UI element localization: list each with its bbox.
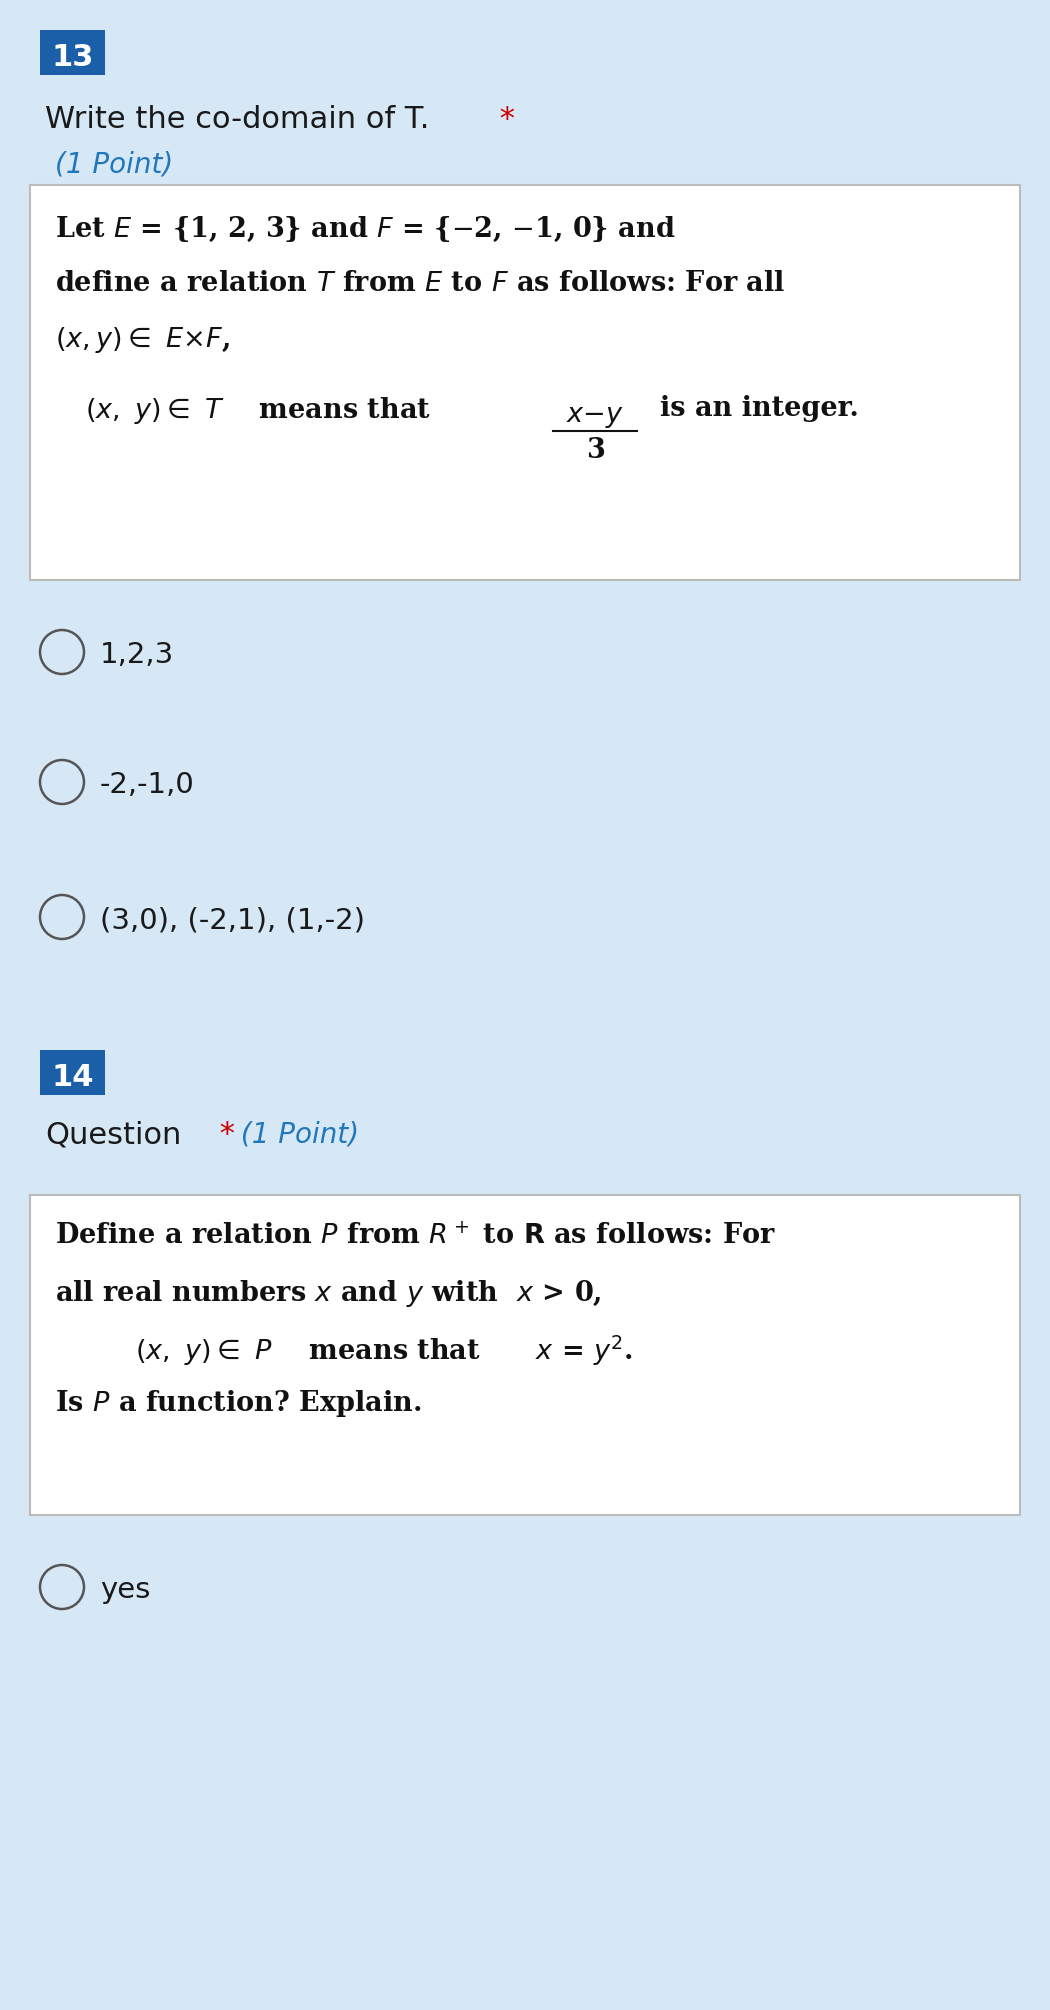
Text: 1,2,3: 1,2,3 (100, 641, 174, 669)
Text: (1 Point): (1 Point) (232, 1120, 359, 1148)
Text: $(\mathit{x}, \mathit{y})$$\in$ $\mathit{E}$$\times$$\mathit{F}$,: $(\mathit{x}, \mathit{y})$$\in$ $\mathit… (55, 326, 230, 356)
Bar (40, 30, 105, 74)
Text: $(\mathit{x},\ \mathit{y})$$\in$ $\mathit{P}$    means that      $\mathit{x}$ = : $(\mathit{x},\ \mathit{y})$$\in$ $\mathi… (135, 1333, 633, 1367)
Text: Define a relation $\mathit{P}$ from $\mathit{R}^+$ to $\mathbf{R}$ as follows: F: Define a relation $\mathit{P}$ from $\ma… (55, 1222, 776, 1250)
Bar (40, 1049, 105, 1095)
Text: -2,-1,0: -2,-1,0 (100, 772, 194, 800)
Bar (30, 1196, 1020, 1516)
Text: *: * (210, 1120, 235, 1150)
Text: 14: 14 (51, 1063, 94, 1091)
Text: 3: 3 (586, 436, 605, 464)
Text: (3,0), (-2,1), (1,-2): (3,0), (-2,1), (1,-2) (100, 907, 365, 935)
Text: Write the co-domain of T.: Write the co-domain of T. (45, 105, 429, 135)
Text: Is $\mathit{P}$ a function? Explain.: Is $\mathit{P}$ a function? Explain. (55, 1389, 422, 1419)
Text: $\mathit{x}$$-$$\mathit{y}$: $\mathit{x}$$-$$\mathit{y}$ (566, 402, 624, 430)
Text: *: * (490, 105, 514, 135)
Text: define a relation $\mathit{T}$ from $\mathit{E}$ to $\mathit{F}$ as follows: For: define a relation $\mathit{T}$ from $\ma… (55, 269, 785, 297)
Text: (1 Point): (1 Point) (55, 151, 173, 179)
Text: 13: 13 (51, 42, 94, 72)
Bar (30, 185, 1020, 581)
Text: Let $\mathit{E}$ = {1, 2, 3} and $\mathit{F}$ = {$-$2, $-$1, 0} and: Let $\mathit{E}$ = {1, 2, 3} and $\mathi… (55, 215, 675, 243)
Text: Question: Question (45, 1120, 182, 1150)
Text: all real numbers $\mathit{x}$ and $\mathit{y}$ with  $\mathit{x}$ > 0,: all real numbers $\mathit{x}$ and $\math… (55, 1278, 602, 1309)
Text: is an integer.: is an integer. (660, 396, 859, 422)
Text: $(\mathit{x},\ \mathit{y})$$\in$ $\mathit{T}$    means that: $(\mathit{x},\ \mathit{y})$$\in$ $\mathi… (85, 396, 430, 426)
Text: yes: yes (100, 1576, 150, 1604)
